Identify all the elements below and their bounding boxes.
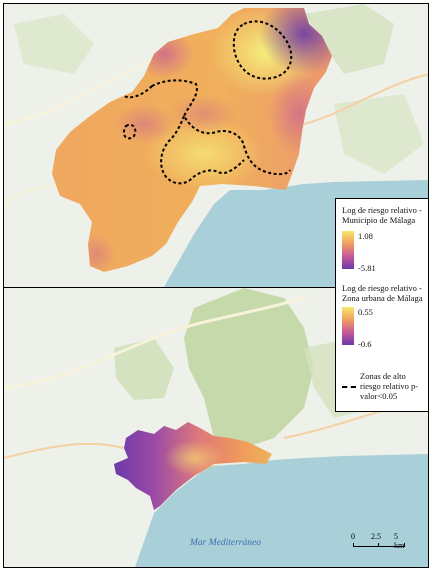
- legend-urban-title: Log de riesgo relativo - Zona urbana de …: [342, 283, 423, 303]
- municipal-risk-map: [4, 4, 428, 287]
- scale-label-0: 0: [351, 532, 355, 541]
- scale-line: [353, 546, 405, 547]
- legend-municipal-ramp: [342, 231, 354, 269]
- legend-urban-ramp: [342, 307, 354, 345]
- map-legend: Log de riesgo relativo - Municipio de Má…: [335, 198, 428, 412]
- legend-high-risk-label: Zonas de alto riesgo relativo p-valor<0.…: [360, 371, 419, 401]
- scale-label-mid: 2.5: [371, 532, 381, 541]
- legend-municipal-title: Log de riesgo relativo - Municipio de Má…: [342, 205, 422, 225]
- scale-tick: [378, 543, 379, 547]
- scale-label-end: 5 km: [394, 532, 405, 550]
- legend-high-risk-symbol: [342, 386, 356, 388]
- legend-urban-min: -0.6: [358, 339, 372, 349]
- legend-municipal-min: -5.81: [358, 263, 376, 273]
- sea-label: Mar Mediterráneo: [190, 538, 261, 548]
- scale-bar: 0 2.5 5 km: [351, 532, 407, 552]
- map-figure: Mar Mediterráneo 0 2.5 5 km Log de riesg…: [3, 3, 429, 568]
- scale-tick: [404, 543, 405, 547]
- legend-municipal-max: 1.08: [358, 231, 373, 241]
- legend-urban-max: 0.55: [358, 307, 373, 317]
- municipal-map-svg: [4, 4, 428, 287]
- scale-tick: [353, 543, 354, 547]
